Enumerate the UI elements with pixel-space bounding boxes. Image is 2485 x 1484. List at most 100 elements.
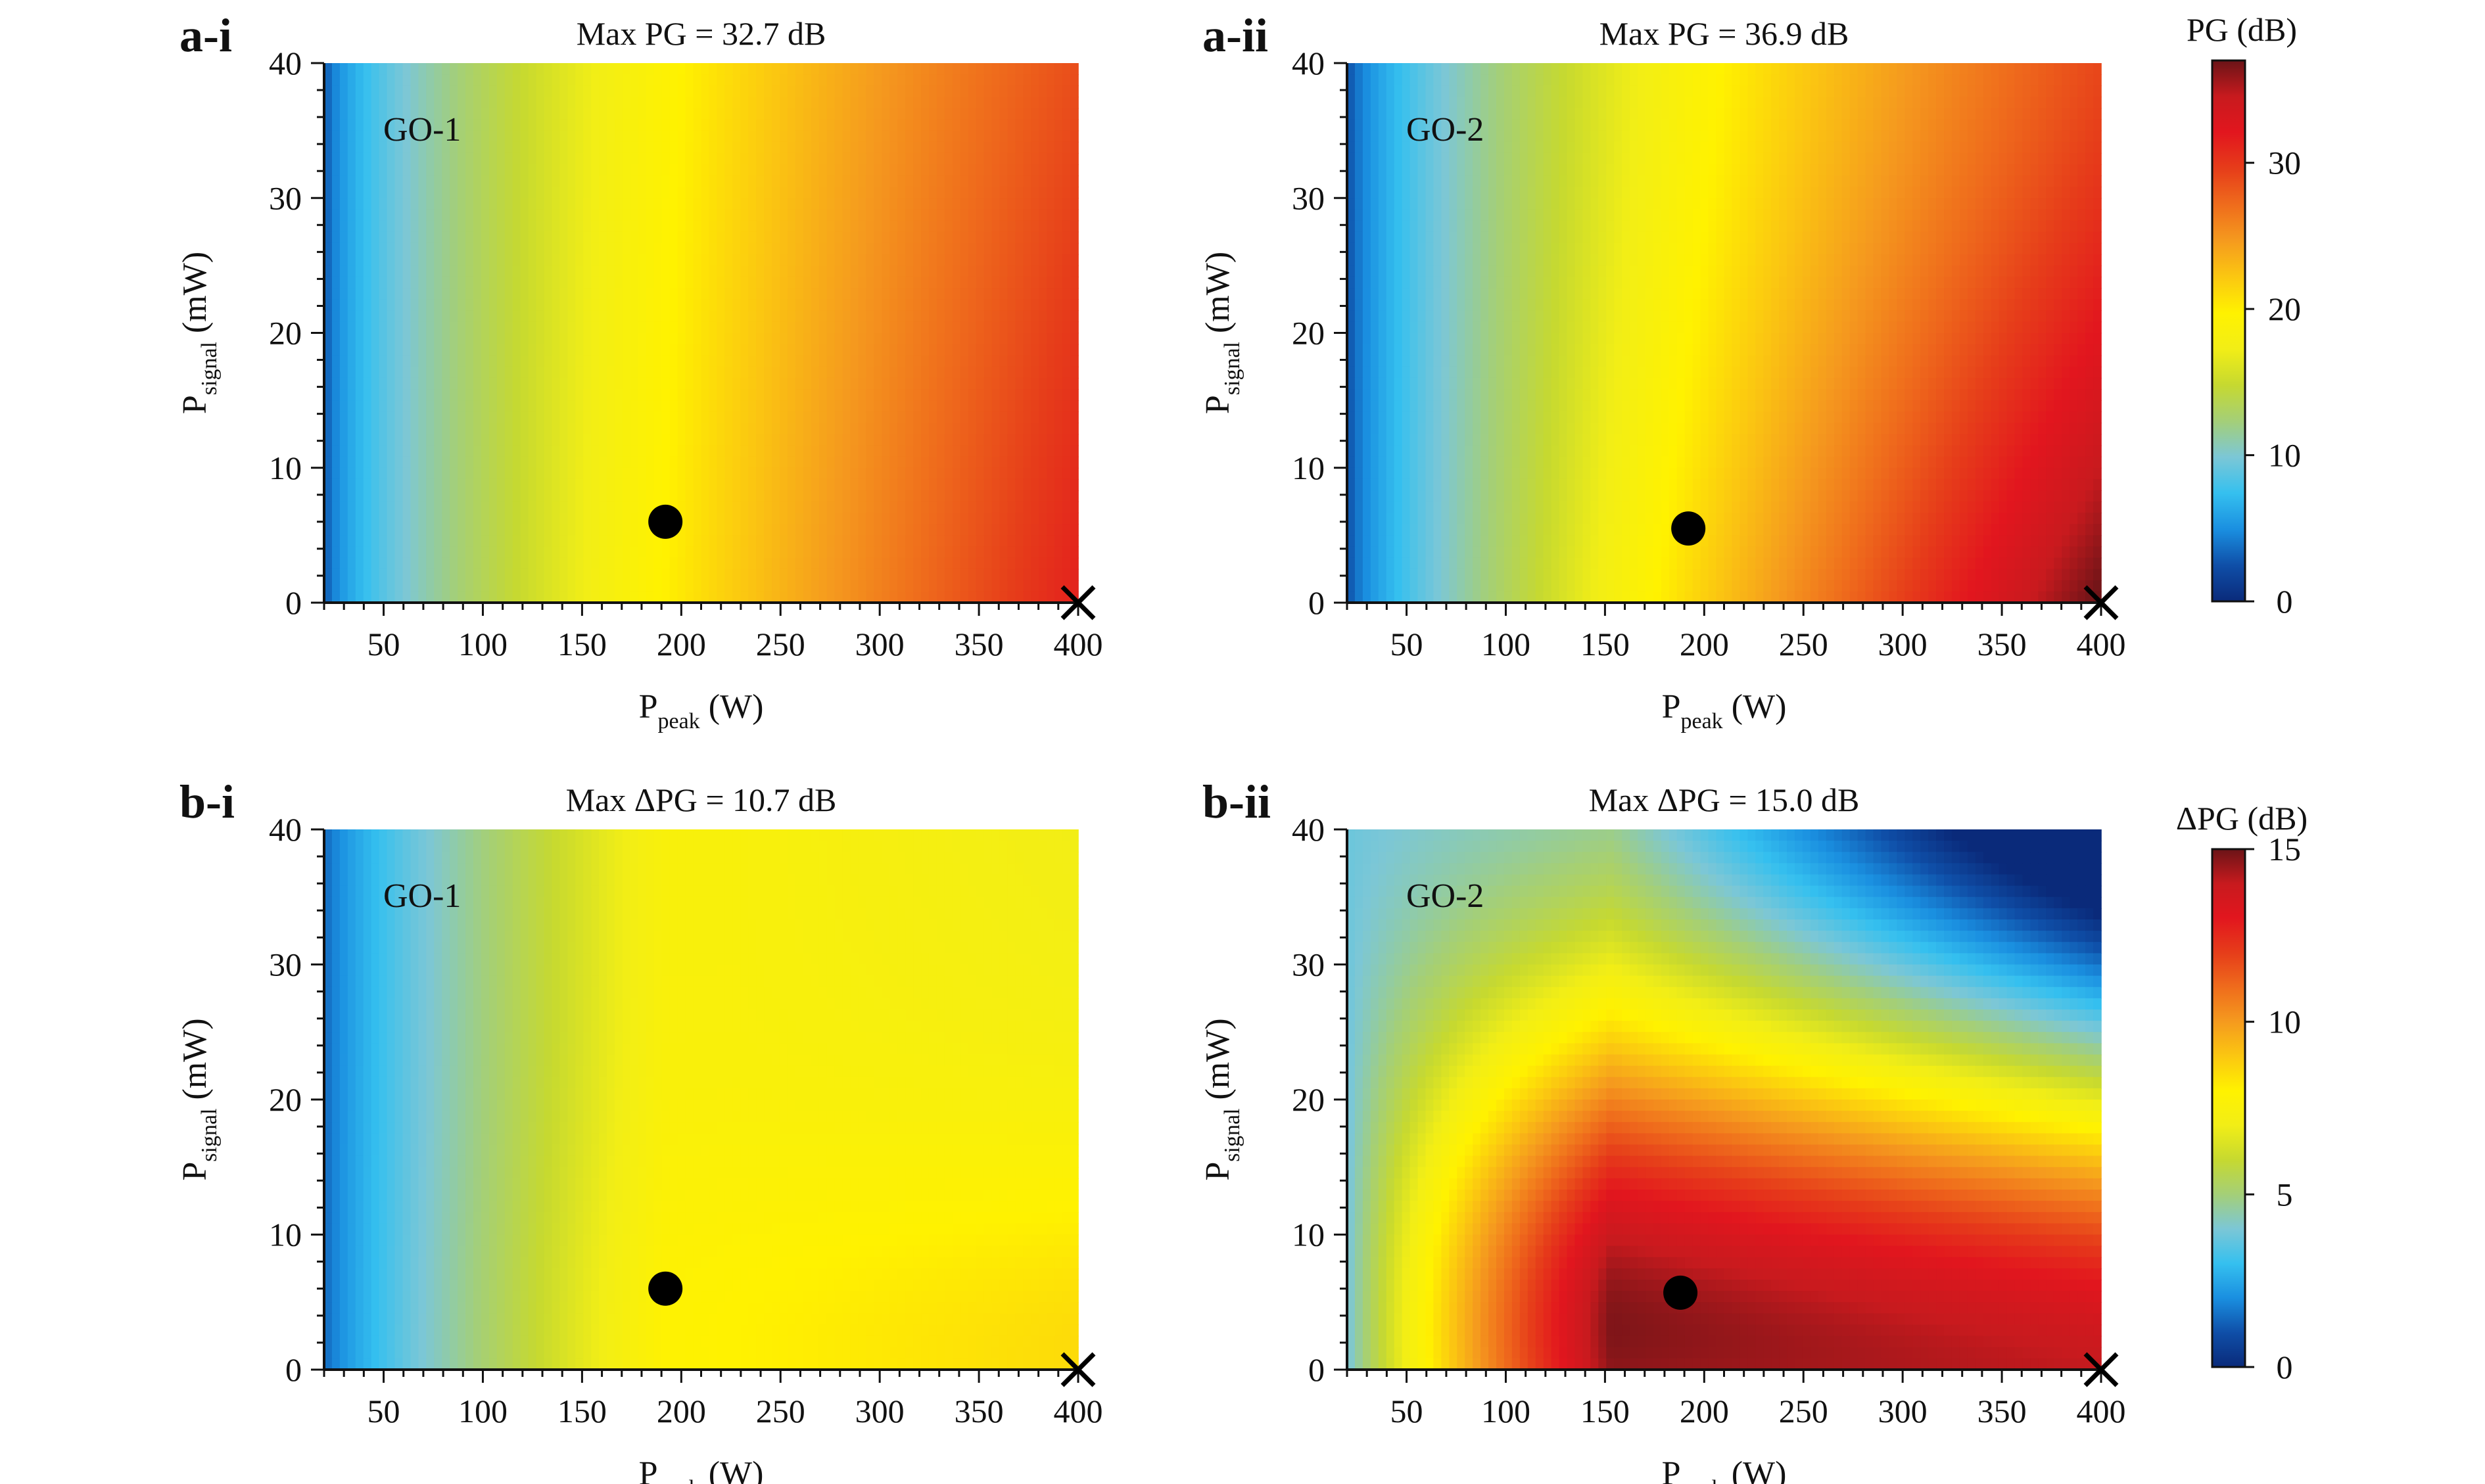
heatmap-cell (379, 377, 388, 390)
heatmap-cell (599, 254, 607, 266)
heatmap-cell (410, 209, 419, 221)
heatmap-cell (638, 333, 647, 345)
heatmap-cell (450, 321, 458, 334)
heatmap-cell (394, 501, 404, 513)
heatmap-cell (976, 344, 985, 356)
heatmap-cell (418, 198, 427, 210)
heatmap-cell (1062, 231, 1071, 244)
heatmap-cell (615, 276, 623, 289)
heatmap-cell (811, 456, 820, 469)
heatmap-cell (355, 164, 364, 176)
heatmap-cell (921, 85, 930, 98)
heatmap-cell (481, 344, 490, 356)
heatmap-cell (928, 355, 937, 367)
heatmap-cell (623, 299, 631, 312)
heatmap-cell (921, 591, 930, 603)
heatmap-cell (803, 366, 812, 379)
heatmap-cell (1386, 501, 1395, 513)
heatmap-cell (842, 591, 851, 603)
heatmap-cell (434, 175, 443, 187)
heatmap-cell (552, 535, 561, 547)
heatmap-cell (488, 467, 498, 480)
heatmap-cell (1354, 546, 1363, 559)
heatmap-cell (685, 333, 694, 345)
heatmap-cell (991, 411, 1001, 424)
heatmap-cell (402, 175, 412, 187)
heatmap-cell (756, 265, 765, 277)
heatmap-cell (991, 445, 1001, 457)
heatmap-cell (701, 108, 710, 120)
heatmap-cell (583, 164, 592, 176)
heatmap-cell (379, 187, 388, 199)
heatmap-cell (944, 434, 953, 446)
heatmap-cell (787, 74, 796, 86)
heatmap-cell (387, 546, 396, 559)
heatmap-cell (646, 231, 655, 244)
heatmap-cell (331, 164, 341, 176)
heatmap-cell (724, 97, 734, 109)
heatmap-cell (921, 411, 930, 424)
heatmap-cell (709, 366, 718, 379)
heatmap-cell (685, 478, 694, 491)
heatmap-cell (889, 288, 898, 300)
heatmap-cell (418, 276, 427, 289)
heatmap-cell (402, 366, 412, 379)
heatmap-cell (426, 187, 435, 199)
heatmap-cell (905, 321, 914, 334)
heatmap-cell (418, 546, 427, 559)
heatmap-cell (764, 220, 772, 233)
heatmap-cell (850, 344, 859, 356)
heatmap-cell (842, 513, 851, 525)
y-tick-label: 30 (269, 179, 302, 216)
heatmap-cell (756, 546, 765, 559)
heatmap-cell (897, 74, 906, 86)
heatmap-cell (512, 175, 521, 187)
heatmap-cell (504, 152, 513, 165)
heatmap-cell (504, 535, 513, 547)
heatmap-cell (371, 377, 380, 390)
heatmap-cell (803, 254, 812, 266)
heatmap-cell (347, 310, 356, 323)
heatmap-cell (418, 209, 427, 221)
heatmap-cell (473, 389, 482, 401)
heatmap-cell (717, 321, 726, 334)
heatmap-cell (960, 546, 969, 559)
heatmap-cell (968, 141, 977, 154)
heatmap-cell (850, 355, 859, 367)
heatmap-cell (434, 152, 443, 165)
heatmap-cell (811, 152, 820, 165)
heatmap-cell (536, 299, 545, 312)
heatmap-cell (599, 108, 607, 120)
heatmap-cell (528, 164, 537, 176)
heatmap-cell (818, 423, 828, 435)
heatmap-cell (465, 321, 474, 334)
heatmap-cell (331, 175, 341, 187)
heatmap-cell (331, 198, 341, 210)
heatmap-cell (607, 130, 615, 143)
heatmap-cell (615, 591, 623, 603)
heatmap-cell (795, 411, 804, 424)
heatmap-cell (394, 366, 404, 379)
heatmap-cell (834, 580, 843, 592)
heatmap-cell (536, 321, 545, 334)
heatmap-cell (677, 344, 686, 356)
heatmap-cell (410, 74, 419, 86)
heatmap-cell (897, 119, 906, 131)
heatmap-cell (1007, 198, 1016, 210)
heatmap-cell (536, 108, 545, 120)
heatmap-cell (1039, 265, 1048, 277)
heatmap-cell (1362, 97, 1371, 109)
heatmap-cell (339, 85, 348, 98)
heatmap-cell (591, 467, 600, 480)
heatmap-cell (874, 377, 883, 390)
heatmap-cell (905, 355, 914, 367)
heatmap-cell (983, 254, 993, 266)
heatmap-cell (567, 467, 577, 480)
heatmap-cell (623, 231, 631, 244)
heatmap-cell (661, 568, 671, 581)
heatmap-cell (701, 501, 710, 513)
heatmap-cell (504, 276, 513, 289)
heatmap-cell (826, 198, 836, 210)
heatmap-cell (685, 400, 694, 413)
heatmap-cell (458, 288, 466, 300)
